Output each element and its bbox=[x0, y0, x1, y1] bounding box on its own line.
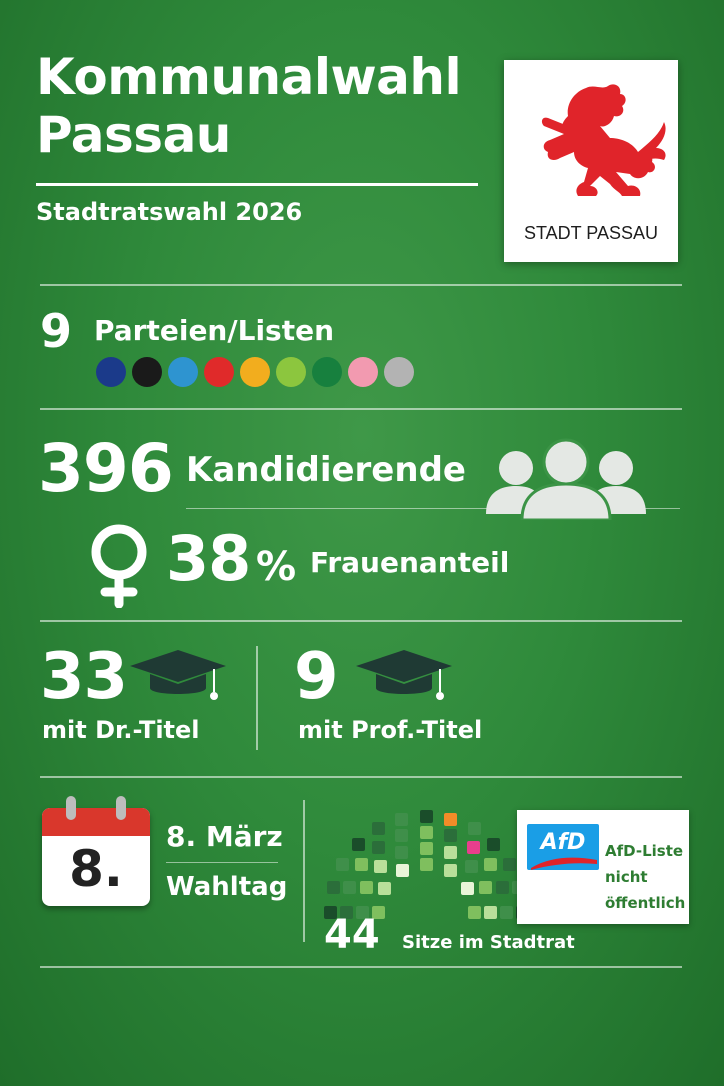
seat bbox=[371, 905, 385, 919]
seat bbox=[326, 880, 340, 894]
prof-count: 9 bbox=[294, 640, 339, 714]
seat bbox=[394, 812, 408, 826]
seat bbox=[443, 846, 457, 860]
party-color-dot bbox=[348, 357, 378, 387]
seat bbox=[351, 837, 365, 851]
seat bbox=[354, 858, 368, 872]
dr-count: 33 bbox=[40, 640, 128, 714]
dr-label: mit Dr.-Titel bbox=[42, 716, 200, 744]
afd-swoosh-icon bbox=[531, 857, 597, 870]
afd-note-line-1: AfD-Liste bbox=[605, 842, 684, 860]
seat bbox=[419, 857, 433, 871]
date-underline bbox=[166, 862, 278, 863]
vertical-divider-2 bbox=[303, 800, 305, 942]
candidates-underline bbox=[186, 508, 680, 509]
seats-label: Sitze im Stadtrat bbox=[402, 932, 575, 953]
logo-text: STADT PASSAU bbox=[523, 223, 659, 243]
party-color-dot bbox=[132, 357, 162, 387]
page-title: Kommunalwahl Passau bbox=[36, 48, 462, 164]
seat bbox=[374, 860, 388, 874]
lion-icon bbox=[541, 84, 666, 196]
party-color-dot bbox=[312, 357, 342, 387]
afd-note-line-2: nicht bbox=[605, 868, 648, 886]
party-color-dot bbox=[240, 357, 270, 387]
calendar-day: 8. bbox=[69, 840, 123, 898]
seat bbox=[443, 863, 457, 877]
afd-note-line-3: öffentlich bbox=[605, 894, 686, 912]
divider-1 bbox=[40, 284, 682, 286]
seat bbox=[483, 905, 497, 919]
seat bbox=[495, 880, 509, 894]
seat bbox=[343, 880, 357, 894]
vertical-divider-1 bbox=[256, 646, 258, 750]
party-color-dot bbox=[168, 357, 198, 387]
seat bbox=[478, 881, 492, 894]
title-line-1: Kommunalwahl bbox=[36, 48, 462, 106]
party-color-dot bbox=[96, 357, 126, 387]
seat bbox=[487, 837, 501, 851]
seat bbox=[371, 822, 385, 836]
divider-4 bbox=[40, 776, 682, 778]
women-percent: 38 bbox=[166, 522, 251, 595]
divider-5 bbox=[40, 966, 682, 968]
seat bbox=[394, 829, 408, 843]
seat bbox=[395, 846, 408, 860]
stadt-passau-logo: STADT PASSAU bbox=[504, 60, 678, 262]
title-line-2: Passau bbox=[36, 106, 231, 164]
seat bbox=[466, 840, 480, 854]
seat bbox=[339, 905, 353, 919]
election-day-label: Wahltag bbox=[166, 872, 288, 902]
seat bbox=[419, 825, 433, 839]
divider-2 bbox=[40, 408, 682, 410]
seat bbox=[499, 905, 513, 919]
seat bbox=[395, 863, 409, 877]
calendar-icon: 8. bbox=[42, 796, 150, 908]
people-group-icon bbox=[486, 438, 646, 520]
party-color-dot bbox=[204, 357, 234, 387]
afd-notice: AfD AfD-Liste nicht öffentlich bbox=[517, 810, 689, 924]
seats-count: 44 bbox=[324, 912, 380, 958]
seat bbox=[467, 905, 481, 919]
prof-label: mit Prof.-Titel bbox=[298, 716, 483, 744]
party-color-dot bbox=[276, 357, 306, 387]
seat bbox=[464, 860, 478, 874]
election-date: 8. März bbox=[166, 820, 283, 853]
seat bbox=[419, 841, 433, 855]
subtitle: Stadtratswahl 2026 bbox=[36, 198, 303, 226]
seat bbox=[444, 812, 458, 826]
seat bbox=[372, 840, 386, 854]
female-symbol-icon bbox=[91, 524, 147, 608]
parliament-hemicycle-icon bbox=[323, 809, 529, 919]
seat bbox=[355, 905, 369, 919]
afd-note: AfD-Liste nicht öffentlich bbox=[605, 838, 685, 916]
seat bbox=[360, 881, 374, 894]
women-percent-unit: % bbox=[256, 544, 297, 590]
party-color-dot bbox=[384, 357, 414, 387]
afd-logo: AfD bbox=[527, 824, 599, 870]
seat bbox=[467, 822, 481, 836]
parties-count: 9 bbox=[40, 304, 73, 358]
afd-logo-text: AfD bbox=[540, 830, 586, 855]
seat bbox=[323, 905, 337, 919]
title-divider bbox=[36, 183, 478, 186]
graduation-cap-icon-2 bbox=[356, 650, 452, 700]
seat bbox=[377, 881, 391, 895]
seat bbox=[502, 857, 516, 871]
women-label: Frauenanteil bbox=[310, 546, 510, 579]
seat bbox=[336, 857, 350, 871]
seat bbox=[444, 829, 458, 843]
candidates-count: 396 bbox=[38, 430, 174, 507]
candidates-label: Kandidierende bbox=[186, 450, 466, 490]
seat bbox=[461, 881, 475, 895]
parties-label: Parteien/Listen bbox=[94, 314, 335, 347]
divider-3 bbox=[40, 620, 682, 622]
graduation-cap-icon bbox=[130, 650, 226, 700]
seat bbox=[484, 858, 498, 872]
seat bbox=[419, 809, 433, 823]
